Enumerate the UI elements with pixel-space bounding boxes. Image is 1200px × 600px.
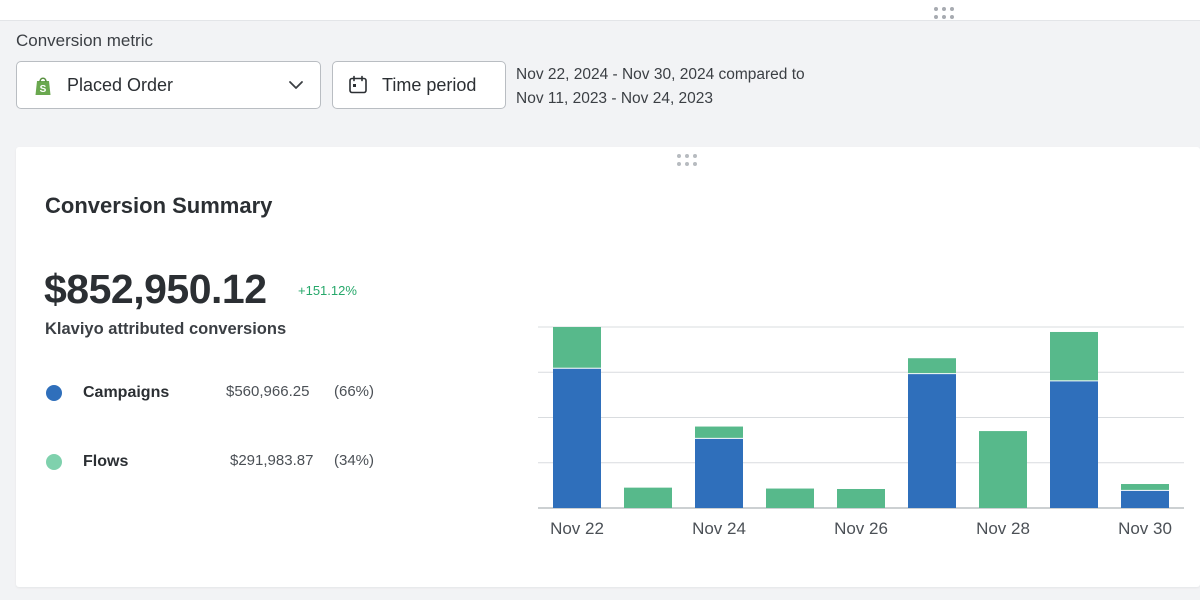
legend-name: Flows <box>83 453 129 470</box>
bar-campaigns-nov-27[interactable] <box>908 373 956 508</box>
legend-item-flows: Flows $291,983.87 (34%) <box>46 452 426 472</box>
bar-campaigns-nov-24[interactable] <box>695 437 743 508</box>
shopify-bag-icon: S <box>35 76 51 95</box>
legend-percent: (34%) <box>334 452 375 469</box>
time-period-button[interactable]: Time period <box>332 61 506 109</box>
bar-campaigns-nov-30[interactable] <box>1121 489 1169 508</box>
bar-flows-nov-25[interactable] <box>766 488 814 508</box>
legend-amount: $560,966.25 <box>226 383 310 400</box>
flows-dot-icon <box>46 454 62 470</box>
card-title: Conversion Summary <box>45 193 273 218</box>
bar-flows-nov-28[interactable] <box>979 431 1027 508</box>
conversion-summary-card <box>16 147 1200 587</box>
bar-flows-nov-26[interactable] <box>837 488 885 508</box>
date-range-current: Nov 22, 2024 - Nov 30, 2024 compared to <box>516 66 805 83</box>
legend-amount: $291,983.87 <box>230 452 314 469</box>
conversion-metric-select[interactable]: S Placed Order <box>16 61 321 109</box>
conversion-bar-chart: Nov 22 Nov 24 Nov 26 Nov 28 Nov 30 <box>538 326 1184 538</box>
bar-flows-nov-24[interactable] <box>695 426 743 438</box>
campaigns-dot-icon <box>46 385 62 401</box>
chevron-down-icon <box>289 81 303 89</box>
x-tick-label: Nov 26 <box>834 519 888 538</box>
date-range-text: Nov 22, 2024 - Nov 30, 2024 compared to … <box>516 63 805 111</box>
bar-campaigns-nov-22[interactable] <box>553 367 601 508</box>
bar-flows-nov-27[interactable] <box>908 358 956 374</box>
bar-flows-nov-22[interactable] <box>553 327 601 368</box>
calendar-icon <box>349 75 367 94</box>
bar-flows-nov-23[interactable] <box>624 487 672 508</box>
x-tick-label: Nov 28 <box>976 519 1030 538</box>
x-tick-label: Nov 24 <box>692 519 746 538</box>
top-panel-edge <box>0 0 1200 21</box>
legend-percent: (66%) <box>334 383 375 400</box>
card-drag-handle-icon[interactable] <box>677 154 697 166</box>
conversion-metric-label: Conversion metric <box>16 31 153 50</box>
svg-text:S: S <box>40 84 47 95</box>
total-conversions-value: $852,950.12 <box>44 266 267 312</box>
x-tick-label: Nov 30 <box>1118 519 1172 538</box>
legend-name: Campaigns <box>83 384 170 401</box>
time-period-label: Time period <box>382 74 477 95</box>
change-percent-badge: +151.12% <box>298 283 357 298</box>
x-tick-label: Nov 22 <box>550 519 604 538</box>
bar-flows-nov-30[interactable] <box>1121 484 1169 490</box>
date-range-comparison: Nov 11, 2023 - Nov 24, 2023 <box>516 90 714 107</box>
legend-item-campaigns: Campaigns $560,966.25 (66%) <box>46 383 426 403</box>
bar-campaigns-nov-29[interactable] <box>1050 380 1098 508</box>
selected-metric: Placed Order <box>67 74 174 95</box>
attributed-conversions-label: Klaviyo attributed conversions <box>45 320 287 338</box>
bar-flows-nov-29[interactable] <box>1050 331 1098 381</box>
drag-handle-icon[interactable] <box>934 7 954 19</box>
